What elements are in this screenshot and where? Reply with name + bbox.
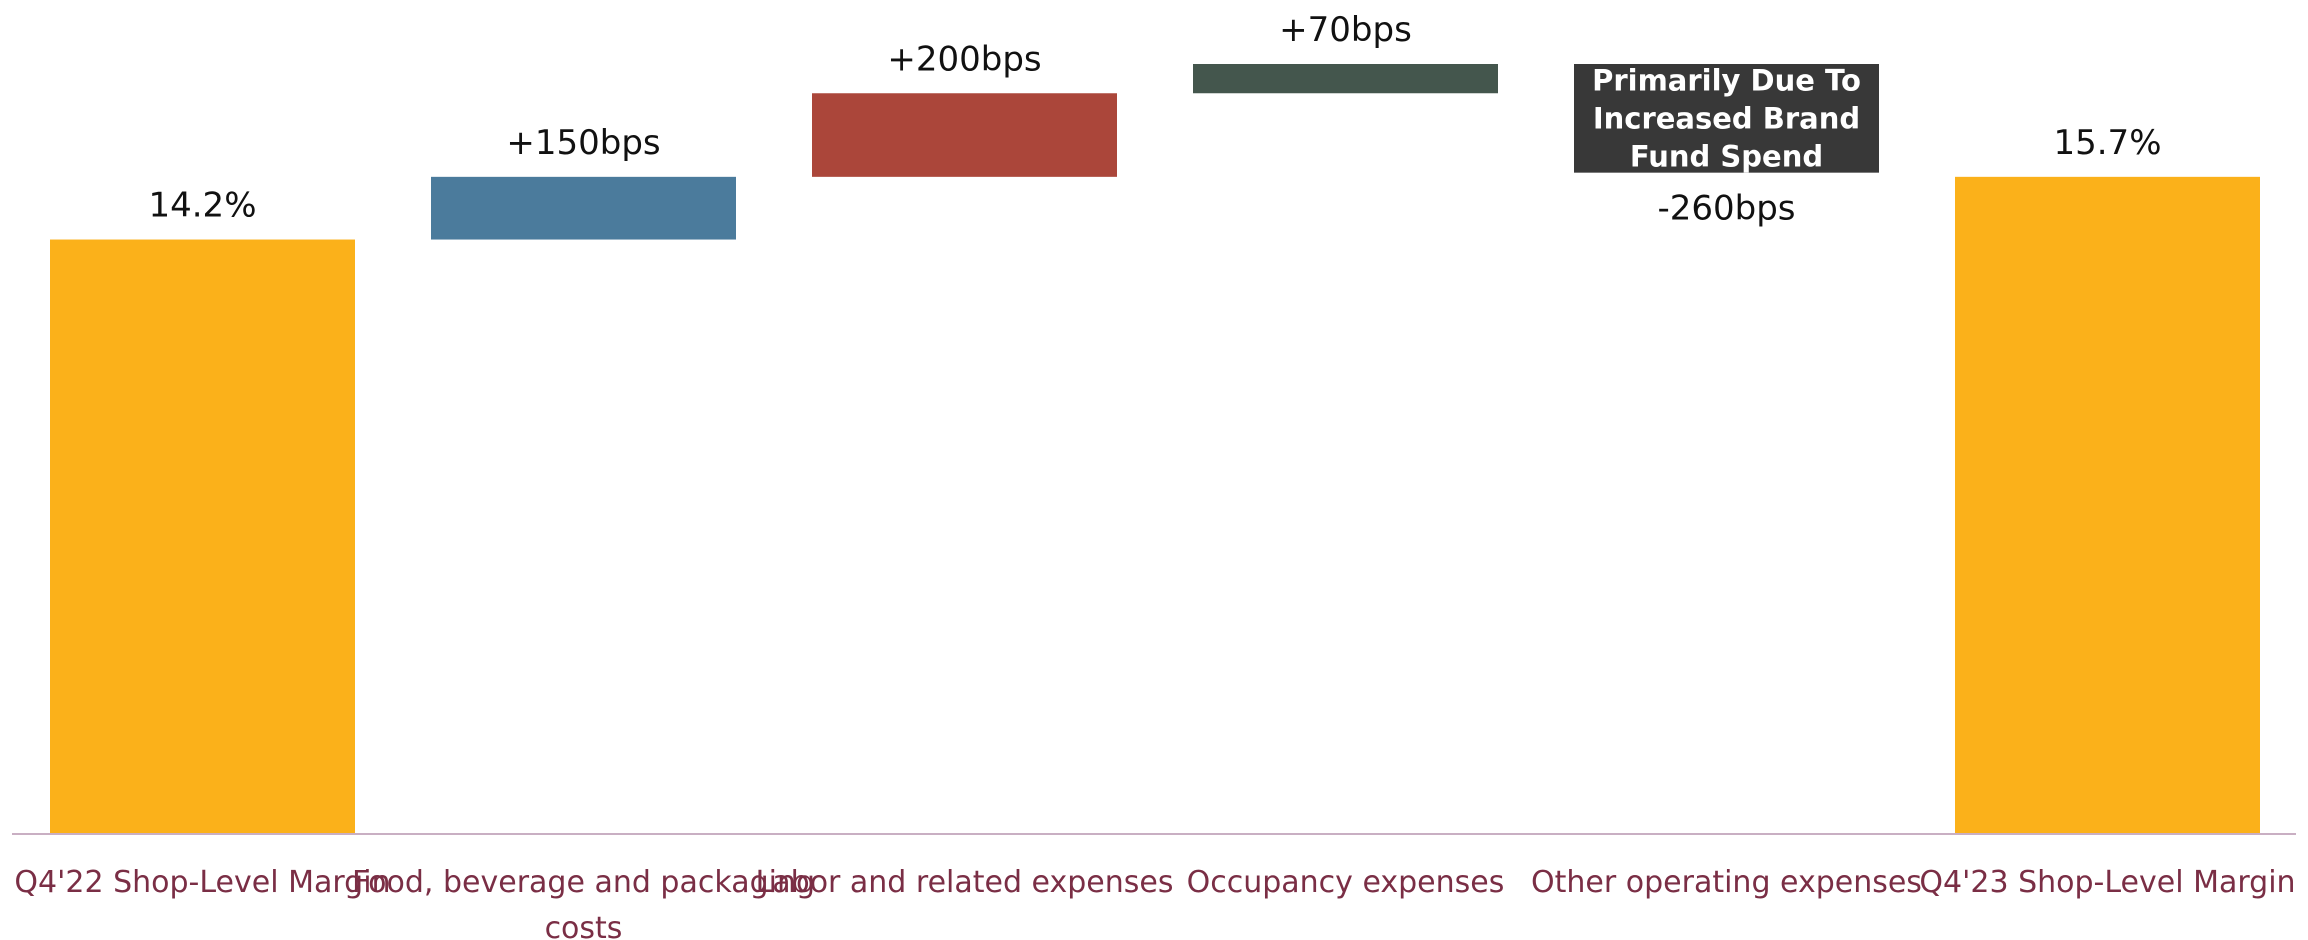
category-label-line: Occupancy expenses: [1187, 865, 1505, 900]
category-label-line: Labor and related expenses: [756, 865, 1174, 900]
category-label-3: Labor and related expenses: [756, 865, 1174, 900]
annotation-layer: Primarily Due To Increased Brand Fund Spen…: [1592, 63, 1861, 173]
value-label-3: +200bps: [887, 39, 1041, 79]
category-label-1: Q4'22 Shop-Level Margin: [14, 865, 390, 900]
annotation-line: Increased Brand: [1593, 101, 1860, 135]
category-label-line: costs: [545, 911, 623, 940]
category-label-line: Q4'23 Shop-Level Margin: [1919, 865, 2295, 900]
bar-1: [50, 239, 355, 834]
annotation-line: Primarily Due To: [1592, 63, 1861, 97]
value-labels-layer: 14.2% +150bps +200bps +70bps -260bps 15.7%: [148, 10, 2161, 229]
value-label-5: -260bps: [1657, 189, 1795, 229]
category-label-6: Q4'23 Shop-Level Margin: [1919, 865, 2295, 900]
category-label-line: Food, beverage and packaging: [352, 865, 815, 900]
value-label-1: 14.2%: [148, 186, 256, 226]
category-label-line: Q4'22 Shop-Level Margin: [14, 865, 390, 900]
bar-4: [1193, 64, 1498, 94]
annotation-line: Fund Spend: [1630, 139, 1823, 173]
bar-5: [1574, 64, 1879, 173]
bars-layer: [50, 64, 2260, 834]
category-label-2: Food, beverage and packaging costs: [352, 865, 815, 940]
value-label-4: +70bps: [1279, 10, 1412, 50]
category-label-4: Occupancy expenses: [1187, 865, 1505, 900]
value-label-6: 15.7%: [2053, 123, 2161, 163]
bar-annotation: Primarily Due To Increased Brand Fund Spen…: [1592, 63, 1861, 173]
category-label-5: Other operating expenses: [1531, 865, 1922, 900]
bar-3: [812, 93, 1117, 177]
value-label-2: +150bps: [506, 123, 660, 163]
bar-6: [1955, 176, 2260, 833]
category-label-line: Other operating expenses: [1531, 865, 1922, 900]
bar-2: [431, 176, 736, 240]
